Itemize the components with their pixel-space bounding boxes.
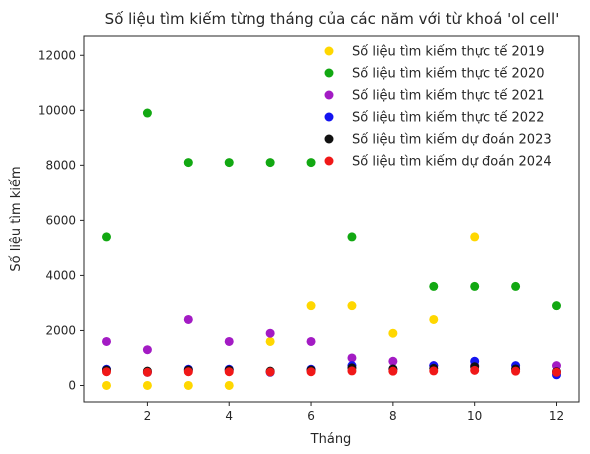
data-point-series-3 (266, 329, 275, 338)
data-point-series-6 (102, 367, 111, 376)
x-tick-label: 6 (307, 409, 315, 423)
legend-label: Số liệu tìm kiếm thực tế 2020 (352, 67, 545, 82)
x-tick-label: 12 (549, 409, 564, 423)
legend-label: Số liệu tìm kiếm thực tế 2021 (352, 89, 545, 104)
chart-title: Số liệu tìm kiếm từng tháng của các năm … (105, 10, 560, 28)
plot-points (102, 109, 561, 390)
data-point-series-3 (102, 337, 111, 346)
data-point-series-3 (307, 337, 316, 346)
data-point-series-6 (429, 366, 438, 375)
data-point-series-2 (102, 232, 111, 241)
data-point-series-2 (225, 158, 234, 167)
x-tick-label: 2 (144, 409, 152, 423)
x-axis-label: Tháng (310, 432, 352, 447)
legend-label: Số liệu tìm kiếm thực tế 2022 (352, 111, 545, 126)
legend-marker (325, 47, 334, 56)
data-point-series-6 (225, 367, 234, 376)
data-point-series-6 (143, 368, 152, 377)
data-point-series-2 (552, 301, 561, 310)
y-tick-label: 6000 (45, 213, 76, 227)
legend-marker (325, 135, 334, 144)
data-point-series-6 (307, 367, 316, 376)
data-point-series-3 (347, 353, 356, 362)
data-point-series-1 (429, 315, 438, 324)
data-point-series-6 (184, 367, 193, 376)
data-point-series-2 (266, 158, 275, 167)
y-tick-label: 8000 (45, 158, 76, 172)
data-point-series-2 (184, 158, 193, 167)
legend-label: Số liệu tìm kiếm dự đoán 2024 (352, 155, 552, 170)
data-point-series-1 (225, 381, 234, 390)
data-point-series-6 (388, 367, 397, 376)
x-axis: 2 4 6 8 10 12 (144, 402, 565, 423)
data-point-series-1 (102, 381, 111, 390)
data-point-series-2 (511, 282, 520, 291)
data-point-series-3 (184, 315, 193, 324)
data-point-series-1 (470, 232, 479, 241)
data-point-series-6 (266, 368, 275, 377)
data-point-series-1 (307, 301, 316, 310)
data-point-series-2 (307, 158, 316, 167)
data-point-series-3 (143, 345, 152, 354)
x-tick-label: 4 (225, 409, 233, 423)
legend-marker (325, 113, 334, 122)
y-axis: 0 2000 4000 6000 8000 10000 12000 (38, 48, 84, 392)
legend-marker (325, 69, 334, 78)
legend: Số liệu tìm kiếm thực tế 2019 Số liệu tìm… (325, 45, 552, 170)
data-point-series-2 (429, 282, 438, 291)
data-point-series-1 (184, 381, 193, 390)
x-tick-label: 10 (467, 409, 482, 423)
y-tick-label: 10000 (38, 103, 76, 117)
legend-marker (325, 91, 334, 100)
legend-label: Số liệu tìm kiếm thực tế 2019 (352, 45, 545, 60)
data-point-series-1 (143, 381, 152, 390)
y-tick-label: 12000 (38, 48, 76, 62)
data-point-series-1 (347, 301, 356, 310)
y-tick-label: 2000 (45, 323, 76, 337)
legend-marker (325, 157, 334, 166)
data-point-series-2 (470, 282, 479, 291)
data-point-series-6 (552, 368, 561, 377)
y-tick-label: 0 (68, 378, 76, 392)
y-axis-label: Số liệu tìm kiếm (9, 166, 24, 271)
data-point-series-6 (511, 367, 520, 376)
data-point-series-1 (266, 337, 275, 346)
data-point-series-6 (470, 366, 479, 375)
data-point-series-3 (388, 357, 397, 366)
data-point-series-6 (347, 366, 356, 375)
data-point-series-2 (143, 109, 152, 118)
x-tick-label: 8 (389, 409, 397, 423)
legend-label: Số liệu tìm kiếm dự đoán 2023 (352, 133, 552, 148)
data-point-series-1 (388, 329, 397, 338)
data-point-series-2 (347, 232, 356, 241)
data-point-series-3 (225, 337, 234, 346)
y-tick-label: 4000 (45, 268, 76, 282)
